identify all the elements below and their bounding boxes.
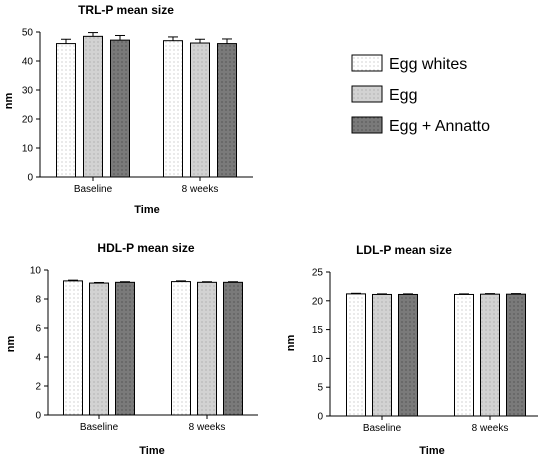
y-tick-label: 10 — [30, 266, 42, 277]
bar-egg-8-weeks — [190, 42, 210, 178]
bar-egg-annatto-8-weeks — [506, 293, 526, 417]
x-axis-label: Time — [139, 445, 164, 457]
y-tick-label: 25 — [312, 268, 324, 279]
bar-egg-baseline — [372, 293, 392, 417]
y-tick-label: 0 — [35, 411, 41, 422]
bar-egg-8-weeks — [480, 293, 500, 417]
legend-label-egg-annatto: Egg + Annatto — [389, 118, 490, 135]
legend-swatch-egg — [351, 85, 383, 103]
legend-label-egg: Egg — [389, 87, 417, 104]
bar-egg-whites-8-weeks — [454, 293, 474, 417]
x-tick-label-baseline: Baseline — [80, 422, 119, 433]
chart-ldl-p: LDL-P mean size nm Time 0 5 10 15 20 25 Baseli… — [285, 243, 538, 457]
bar-egg-baseline — [83, 35, 103, 178]
bar-egg-whites-baseline — [346, 293, 366, 417]
y-tick-label: 0 — [27, 173, 33, 184]
bar-egg-baseline — [89, 282, 109, 416]
chart-trl-p: TRL-P mean size nm Time 0 10 20 30 40 50 Basel… — [3, 3, 253, 216]
y-tick-label: 20 — [312, 296, 324, 307]
x-tick-label-8-weeks: 8 weeks — [189, 422, 226, 433]
bar-egg-8-weeks — [197, 281, 217, 416]
chart-title: HDL-P mean size — [97, 241, 194, 255]
chart-title: TRL-P mean size — [78, 3, 174, 17]
x-tick-label-8-weeks: 8 weeks — [182, 184, 219, 195]
y-tick-label: 15 — [312, 325, 324, 336]
y-tick-label: 10 — [22, 144, 34, 155]
y-tick-label: 40 — [22, 57, 34, 68]
y-axis-label: nm — [3, 93, 15, 110]
bar-egg-whites-baseline — [63, 280, 83, 416]
y-tick-label: 4 — [35, 353, 41, 364]
legend-swatch-egg-annatto — [351, 116, 383, 134]
y-tick-label: 6 — [35, 324, 41, 335]
x-tick-label-baseline: Baseline — [74, 184, 113, 195]
legend: Egg whites Egg Egg + Annatto — [351, 54, 490, 135]
x-axis-label: Time — [134, 204, 159, 216]
chart-hdl-p: HDL-P mean size nm Time 0 2 4 6 8 10 Baseline 8… — [5, 241, 258, 457]
x-tick-label-8-weeks: 8 weeks — [472, 423, 509, 434]
y-axis-label: nm — [5, 336, 17, 353]
legend-swatch-egg-whites — [351, 54, 383, 72]
y-tick-label: 5 — [317, 383, 323, 394]
legend-label-egg-whites: Egg whites — [389, 56, 467, 73]
y-tick-label: 20 — [22, 115, 34, 126]
bar-egg-whites-8-weeks — [171, 281, 191, 416]
y-tick-label: 10 — [312, 354, 324, 365]
y-axis-label: nm — [285, 335, 297, 352]
bar-egg-whites-8-weeks — [163, 40, 183, 178]
bar-egg-annatto-baseline — [398, 293, 418, 417]
y-tick-label: 2 — [35, 382, 41, 393]
chart-title: LDL-P mean size — [356, 243, 452, 257]
y-tick-label: 0 — [317, 412, 323, 423]
bar-egg-annatto-baseline — [115, 281, 135, 416]
bar-egg-annatto-8-weeks — [223, 281, 243, 416]
y-tick-label: 30 — [22, 86, 34, 97]
y-tick-label: 50 — [22, 28, 34, 39]
y-tick-label: 8 — [35, 295, 41, 306]
x-tick-label-baseline: Baseline — [363, 423, 402, 434]
bar-egg-annatto-8-weeks — [217, 43, 237, 178]
bar-egg-whites-baseline — [56, 43, 76, 178]
x-axis-label: Time — [419, 445, 444, 457]
bar-egg-annatto-baseline — [110, 39, 130, 178]
